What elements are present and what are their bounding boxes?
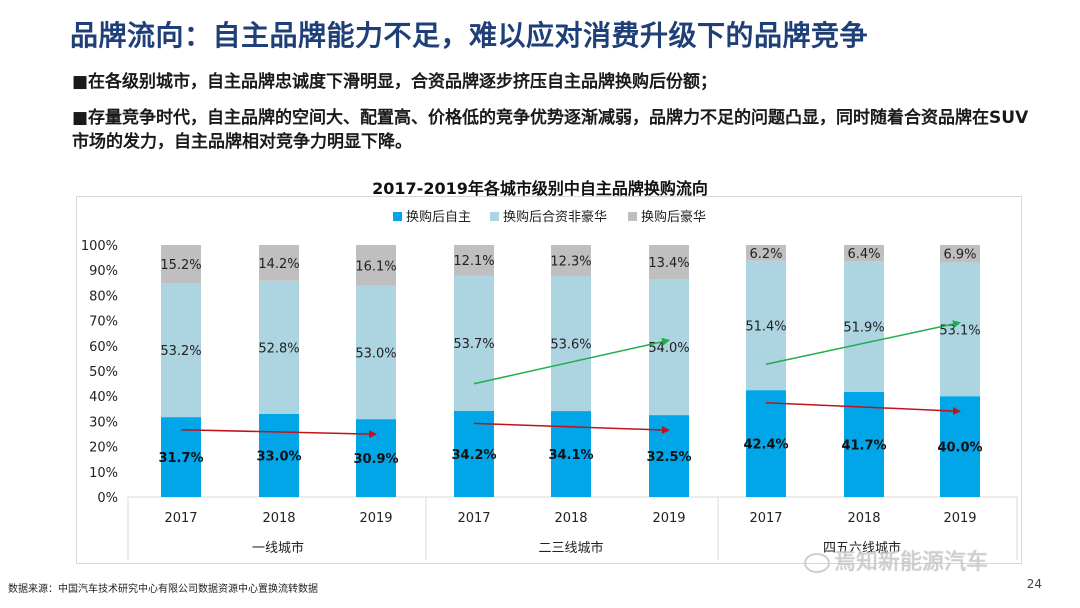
bar-segment-lux bbox=[746, 245, 786, 261]
bar-segment-lux bbox=[161, 245, 201, 284]
bar-segment-jv bbox=[259, 280, 299, 414]
x-tick-label: 2019 bbox=[359, 511, 392, 526]
x-tick-label: 2017 bbox=[164, 511, 197, 526]
x-tick-label: 2017 bbox=[749, 511, 782, 526]
chart-title: 2017-2019年各城市级别中自主品牌换购流向 bbox=[372, 179, 708, 198]
bar-segment-jv bbox=[551, 275, 591, 412]
data-label-lux: 12.3% bbox=[550, 254, 591, 269]
bullet-2: ■存量竞争时代，自主品牌的空间大、配置高、价格低的竞争优势逐渐减弱，品牌力不足的… bbox=[72, 108, 1029, 152]
group-label: 一线城市 bbox=[252, 540, 304, 556]
data-label-own: 34.2% bbox=[451, 448, 496, 463]
watermark-text: 焉知新能源汽车 bbox=[834, 550, 989, 575]
legend-label: 换购后自主 bbox=[406, 209, 471, 225]
data-label-lux: 6.4% bbox=[847, 247, 880, 262]
trend-arrow-jv-up bbox=[473, 337, 670, 385]
data-label-own: 34.1% bbox=[548, 448, 593, 463]
legend-label: 换购后豪华 bbox=[641, 209, 706, 225]
bar-segment-own bbox=[259, 413, 299, 497]
data-label-lux: 6.2% bbox=[749, 247, 782, 262]
bar-segment-jv bbox=[356, 285, 396, 420]
data-label-jv: 54.0% bbox=[648, 341, 689, 356]
bar-segment-lux bbox=[454, 245, 494, 276]
bar-segment-jv bbox=[940, 262, 980, 397]
data-label-jv: 51.9% bbox=[843, 321, 884, 336]
bar-segment-jv bbox=[746, 260, 786, 391]
legend-label: 换购后合资非豪华 bbox=[503, 209, 607, 225]
bar-segment-lux bbox=[551, 245, 591, 276]
y-tick-label: 30% bbox=[89, 415, 118, 430]
data-label-own: 32.5% bbox=[646, 450, 691, 465]
legend-swatch bbox=[490, 212, 499, 221]
data-label-lux: 14.2% bbox=[258, 257, 299, 272]
data-label-jv: 53.2% bbox=[160, 344, 201, 359]
bar-segment-lux bbox=[259, 245, 299, 281]
data-label-own: 33.0% bbox=[256, 449, 301, 464]
bar-segment-lux bbox=[649, 245, 689, 280]
y-tick-label: 70% bbox=[89, 315, 118, 330]
page-title: 品牌流向：自主品牌能力不足，难以应对消费升级下的品牌竞争 bbox=[70, 19, 869, 52]
bar-segment-own bbox=[551, 411, 591, 497]
x-tick-label: 2019 bbox=[652, 511, 685, 526]
page-number: 24 bbox=[1026, 577, 1042, 591]
bar-segment-own bbox=[454, 410, 494, 497]
data-label-lux: 15.2% bbox=[160, 258, 201, 273]
y-tick-label: 10% bbox=[89, 466, 118, 481]
watermark: 焉知新能源汽车 bbox=[804, 544, 988, 576]
data-label-lux: 13.4% bbox=[648, 256, 689, 271]
bar-segment-lux bbox=[844, 245, 884, 262]
data-label-jv: 51.4% bbox=[745, 319, 786, 334]
trend-arrow-own-down bbox=[180, 428, 377, 439]
y-tick-label: 40% bbox=[89, 390, 118, 405]
data-label-lux: 16.1% bbox=[355, 259, 396, 274]
trend-arrow-own-down bbox=[473, 422, 670, 434]
data-label-own: 30.9% bbox=[353, 452, 398, 467]
data-label-lux: 12.1% bbox=[453, 254, 494, 269]
group-label: 二三线城市 bbox=[538, 540, 603, 556]
bar-segment-own bbox=[746, 390, 786, 497]
data-label-jv: 53.1% bbox=[939, 323, 980, 338]
y-tick-label: 50% bbox=[89, 365, 118, 380]
x-tick-label: 2018 bbox=[554, 511, 587, 526]
y-tick-label: 20% bbox=[89, 441, 118, 456]
bar-segment-lux bbox=[356, 245, 396, 286]
y-tick-label: 100% bbox=[81, 239, 118, 254]
legend-swatch bbox=[393, 212, 402, 221]
bar-segment-own bbox=[844, 391, 884, 497]
data-label-jv: 52.8% bbox=[258, 341, 299, 356]
y-tick-label: 80% bbox=[89, 289, 118, 304]
data-label-own: 31.7% bbox=[158, 451, 203, 466]
x-tick-label: 2019 bbox=[943, 511, 976, 526]
data-label-own: 40.0% bbox=[937, 441, 982, 456]
chart-frame bbox=[76, 196, 1022, 564]
data-label-lux: 6.9% bbox=[943, 248, 976, 263]
y-tick-label: 60% bbox=[89, 340, 118, 355]
source-note: 数据来源：中国汽车技术研究中心有限公司数据资源中心置换流转数据 bbox=[8, 584, 318, 595]
data-label-own: 41.7% bbox=[841, 438, 886, 453]
data-label-jv: 53.6% bbox=[550, 338, 591, 353]
data-label-jv: 53.0% bbox=[355, 346, 396, 361]
group-label: 四五六线城市 bbox=[823, 540, 901, 556]
x-tick-label: 2018 bbox=[262, 511, 295, 526]
bar-segment-jv bbox=[161, 283, 201, 418]
bar-segment-lux bbox=[940, 245, 980, 263]
bar-segment-jv bbox=[649, 279, 689, 416]
bar-segment-jv bbox=[844, 261, 884, 392]
y-tick-label: 90% bbox=[89, 264, 118, 279]
legend-swatch bbox=[628, 212, 637, 221]
data-label-jv: 53.7% bbox=[453, 337, 494, 352]
bullet-1: ■在各级别城市，自主品牌忠诚度下滑明显，合资品牌逐步挤压自主品牌换购后份额； bbox=[72, 72, 718, 92]
x-tick-label: 2017 bbox=[457, 511, 490, 526]
data-label-own: 42.4% bbox=[743, 438, 788, 453]
trend-arrow-own-down bbox=[765, 402, 961, 416]
trend-arrow-jv-up bbox=[765, 320, 961, 365]
y-tick-label: 0% bbox=[97, 491, 118, 506]
bar-segment-jv bbox=[454, 275, 494, 411]
wechat-icon bbox=[804, 553, 830, 573]
x-tick-label: 2018 bbox=[847, 511, 880, 526]
